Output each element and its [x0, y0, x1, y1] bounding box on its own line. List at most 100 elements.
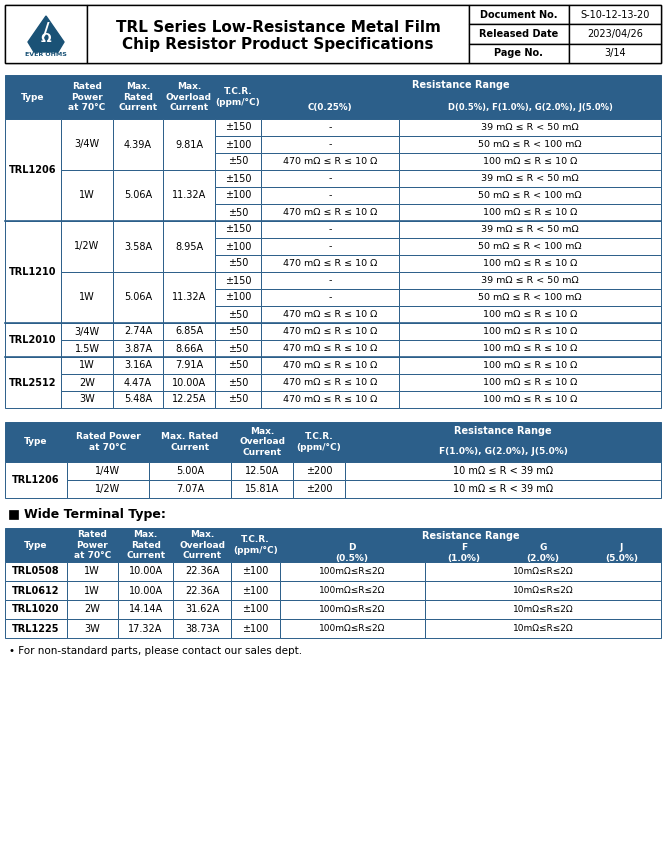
Text: 3/4W: 3/4W	[75, 140, 99, 150]
Bar	[469, 5, 569, 25]
Bar	[173, 581, 230, 600]
Bar	[469, 43, 569, 63]
Text: D
(0.5%): D (0.5%)	[336, 543, 369, 563]
Bar	[230, 600, 280, 619]
Text: 2023/04/26: 2023/04/26	[587, 29, 643, 39]
Text: 1/4W: 1/4W	[95, 466, 121, 476]
Text: 6.85A: 6.85A	[175, 327, 203, 336]
Bar	[113, 221, 163, 272]
Text: Rated Power
at 70°C: Rated Power at 70°C	[76, 432, 141, 452]
Bar	[61, 119, 113, 170]
Text: T.C.R.
(ppm/°C): T.C.R. (ppm/°C)	[216, 88, 260, 106]
Text: ±50: ±50	[228, 361, 248, 370]
Bar	[113, 391, 163, 408]
Text: TRL0508: TRL0508	[12, 567, 60, 576]
Text: 3W: 3W	[79, 395, 95, 404]
Text: 100mΩ≤R≤2Ω: 100mΩ≤R≤2Ω	[319, 624, 386, 633]
Bar	[5, 462, 67, 498]
Text: 100 mΩ ≤ R ≤ 10 Ω: 100 mΩ ≤ R ≤ 10 Ω	[483, 157, 577, 166]
Bar	[163, 75, 215, 119]
Text: ±100: ±100	[225, 293, 251, 302]
Bar	[231, 422, 293, 462]
Bar	[399, 153, 661, 170]
Bar	[261, 272, 399, 289]
Text: 22.36A: 22.36A	[185, 585, 219, 596]
Text: 39 mΩ ≤ R < 50 mΩ: 39 mΩ ≤ R < 50 mΩ	[481, 174, 579, 183]
Bar	[67, 600, 118, 619]
Text: 5.48A: 5.48A	[124, 395, 152, 404]
Bar	[231, 462, 293, 480]
Bar	[425, 581, 661, 600]
Bar	[215, 357, 261, 374]
Text: 14.14A: 14.14A	[129, 604, 163, 614]
Text: ±50: ±50	[228, 259, 248, 269]
Bar	[215, 272, 261, 289]
Bar	[67, 562, 118, 581]
Bar	[261, 221, 399, 238]
Text: • For non-standard parts, please contact our sales dept.: • For non-standard parts, please contact…	[9, 646, 302, 656]
Bar	[215, 119, 261, 136]
Text: Resistance Range: Resistance Range	[454, 426, 552, 437]
Text: 100 mΩ ≤ R ≤ 10 Ω: 100 mΩ ≤ R ≤ 10 Ω	[483, 208, 577, 217]
Text: 100 mΩ ≤ R ≤ 10 Ω: 100 mΩ ≤ R ≤ 10 Ω	[483, 361, 577, 370]
Bar	[399, 374, 661, 391]
Text: 5.06A: 5.06A	[124, 293, 152, 302]
Text: 1.5W: 1.5W	[75, 344, 99, 353]
Text: ±50: ±50	[228, 344, 248, 353]
Bar	[173, 600, 230, 619]
Text: 3W: 3W	[85, 624, 100, 633]
Bar	[113, 357, 163, 374]
Text: 4.47A: 4.47A	[124, 378, 152, 387]
Text: 1W: 1W	[85, 585, 100, 596]
Bar	[61, 75, 113, 119]
Text: Rated
Power
at 70°C: Rated Power at 70°C	[74, 530, 111, 560]
Text: 1W: 1W	[79, 191, 95, 201]
Bar	[163, 119, 215, 170]
Text: 470 mΩ ≤ R ≤ 10 Ω: 470 mΩ ≤ R ≤ 10 Ω	[283, 310, 377, 319]
Bar	[215, 75, 261, 119]
Text: 10.00A: 10.00A	[172, 378, 206, 387]
Text: 12.25A: 12.25A	[172, 395, 206, 404]
Text: 10 mΩ ≤ R < 39 mΩ: 10 mΩ ≤ R < 39 mΩ	[453, 466, 553, 476]
Bar	[113, 272, 163, 323]
Text: -: -	[328, 293, 332, 302]
Text: Ω: Ω	[41, 32, 51, 45]
Bar	[399, 340, 661, 357]
Bar	[399, 204, 661, 221]
Text: 10mΩ≤R≤2Ω: 10mΩ≤R≤2Ω	[512, 624, 573, 633]
Text: Type: Type	[21, 93, 45, 101]
Bar	[230, 581, 280, 600]
Text: TRL1020: TRL1020	[12, 604, 60, 614]
Bar	[230, 528, 280, 562]
Bar	[293, 480, 345, 498]
Text: 470 mΩ ≤ R ≤ 10 Ω: 470 mΩ ≤ R ≤ 10 Ω	[283, 395, 377, 404]
Bar	[5, 528, 67, 562]
Text: 50 mΩ ≤ R < 100 mΩ: 50 mΩ ≤ R < 100 mΩ	[478, 293, 582, 302]
Bar	[399, 255, 661, 272]
Text: -: -	[328, 174, 332, 183]
Bar	[5, 600, 67, 619]
Text: F(1.0%), G(2.0%), J(5.0%): F(1.0%), G(2.0%), J(5.0%)	[439, 447, 567, 456]
Bar	[399, 221, 661, 238]
Bar	[399, 323, 661, 340]
Bar	[67, 528, 118, 562]
Bar	[345, 480, 661, 498]
Text: TRL1206: TRL1206	[9, 165, 57, 175]
Text: -: -	[328, 123, 332, 132]
Bar	[261, 289, 399, 306]
Bar	[87, 5, 469, 63]
Bar	[280, 600, 425, 619]
Text: 470 mΩ ≤ R ≤ 10 Ω: 470 mΩ ≤ R ≤ 10 Ω	[283, 157, 377, 166]
Bar	[231, 480, 293, 498]
Bar	[399, 95, 661, 119]
Bar	[399, 119, 661, 136]
Bar	[163, 391, 215, 408]
Text: ±150: ±150	[224, 225, 251, 235]
Bar	[61, 357, 113, 374]
Bar	[215, 289, 261, 306]
Text: 10 mΩ ≤ R < 39 mΩ: 10 mΩ ≤ R < 39 mΩ	[453, 484, 553, 494]
Text: Resistance Range: Resistance Range	[412, 80, 509, 90]
Text: 38.73A: 38.73A	[185, 624, 219, 633]
Bar	[118, 619, 173, 638]
Bar	[399, 272, 661, 289]
